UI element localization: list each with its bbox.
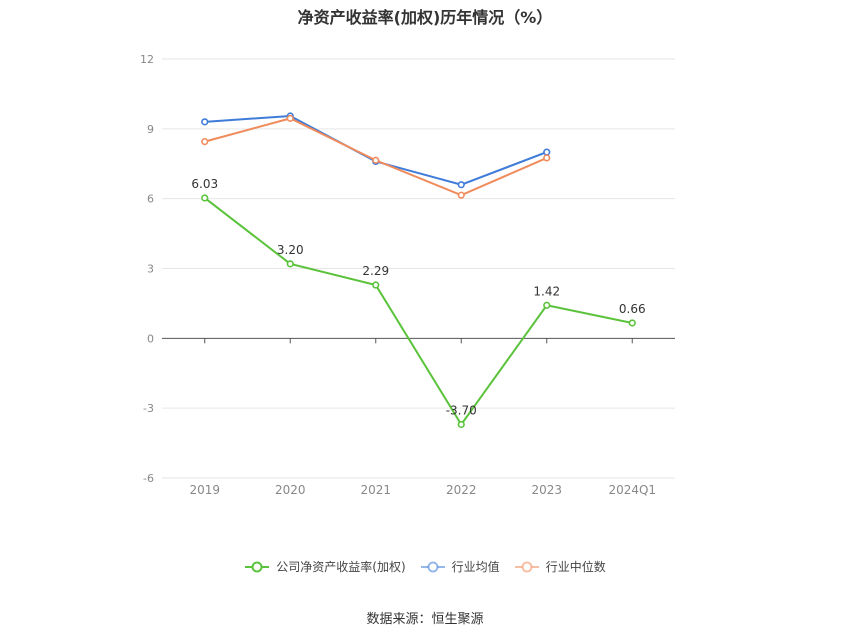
legend-label: 公司净资产收益率(加权) [276, 560, 406, 574]
data-point [543, 148, 551, 156]
x-tick-label: 2023 [531, 483, 562, 497]
data-label: 1.42 [533, 284, 560, 298]
legend: 公司净资产收益率(加权) 行业均值 行业中位数 [0, 558, 850, 575]
data-label: 0.66 [619, 302, 646, 316]
data-point [372, 281, 380, 289]
x-tick-label: 2022 [446, 483, 477, 497]
source-note: 数据来源：恒生聚源 [366, 612, 484, 627]
x-tick-label: 2019 [189, 483, 220, 497]
series-layer [201, 112, 636, 429]
data-point [543, 154, 551, 162]
series-line-0 [204, 197, 633, 427]
data-point [201, 118, 209, 126]
axis-layer: -6 -3 0 3 6 9 12 2019 2020 2021 2022 2023 2024Q1 [140, 53, 656, 497]
x-tick-label: 2020 [275, 483, 306, 497]
legend-item[interactable]: 公司净资产收益率(加权) [244, 558, 406, 575]
legend-swatch [245, 561, 270, 572]
legend-swatch [420, 561, 445, 572]
x-tick-label: 2024Q1 [608, 483, 656, 497]
data-point [201, 138, 209, 146]
data-point [457, 181, 465, 189]
y-tick-label: 6 [147, 193, 154, 206]
x-tick-label: 2021 [360, 483, 391, 497]
chart-title: 净资产收益率(加权)历年情况（%） [297, 8, 553, 27]
data-point [628, 319, 636, 327]
y-tick-label: 3 [147, 263, 154, 276]
series-line-1 [204, 115, 548, 186]
legend-item[interactable]: 行业均值 [420, 558, 500, 575]
y-tick-label: -3 [143, 402, 154, 415]
label-layer: 6.03 3.20 2.29 -3.70 1.42 0.66 [191, 177, 645, 417]
legend-label: 行业中位数 [545, 560, 606, 574]
data-label: 2.29 [362, 264, 389, 278]
data-point [543, 301, 551, 309]
y-tick-label: 9 [147, 123, 154, 136]
y-tick-label: 0 [147, 332, 154, 345]
y-tick-label: -6 [143, 472, 154, 485]
legend-label: 行业均值 [451, 560, 500, 574]
data-point [372, 156, 380, 164]
data-point [201, 194, 209, 202]
grid-layer [162, 58, 675, 479]
legend-swatch [514, 561, 539, 572]
data-point [286, 260, 294, 268]
data-label: 3.20 [277, 243, 304, 257]
data-point [457, 191, 465, 199]
data-label: 6.03 [191, 177, 218, 191]
data-point [457, 420, 465, 429]
data-point [286, 114, 294, 122]
y-tick-label: 12 [140, 53, 154, 66]
data-label: -3.70 [446, 403, 477, 417]
legend-item[interactable]: 行业中位数 [514, 558, 606, 575]
